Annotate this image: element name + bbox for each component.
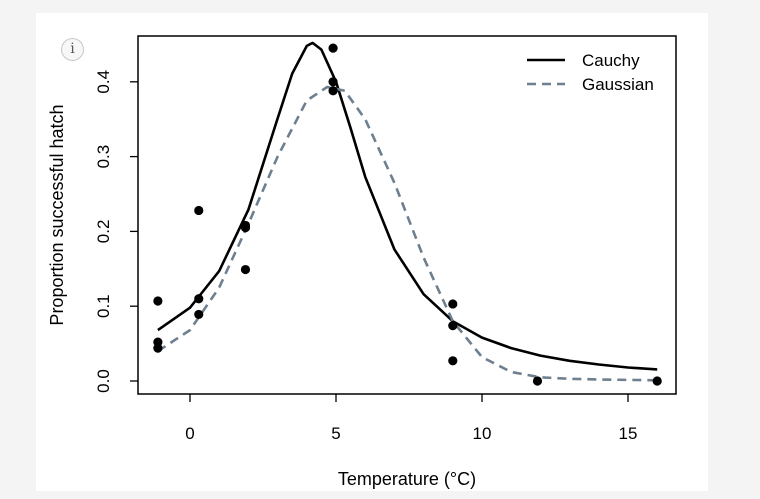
x-tick-label: 15	[619, 424, 638, 443]
legend-label-gaussian: Gaussian	[582, 75, 654, 94]
x-axis-label: Temperature (°C)	[338, 469, 476, 489]
x-tick-label: 10	[473, 424, 492, 443]
data-point	[448, 299, 458, 309]
y-axis: 0.0 0.1 0.2 0.3 0.4	[94, 70, 138, 393]
data-point	[194, 309, 204, 320]
data-point	[194, 294, 204, 304]
data-point	[194, 205, 204, 216]
x-axis: 0 5 10 15	[185, 394, 637, 443]
data-point	[328, 86, 338, 96]
curves	[157, 41, 658, 382]
data-point	[240, 223, 251, 233]
data-point	[532, 376, 543, 386]
data-points	[153, 43, 662, 386]
info-icon[interactable]: i	[61, 38, 84, 61]
legend-label-cauchy: Cauchy	[582, 51, 640, 70]
legend: Cauchy Gaussian	[527, 51, 654, 94]
y-tick-label: 0.4	[94, 70, 113, 94]
y-axis-label: Proportion successful hatch	[47, 104, 67, 325]
curve-cauchy	[157, 41, 658, 371]
data-point	[448, 321, 458, 331]
data-point	[240, 264, 251, 275]
y-tick-label: 0.0	[94, 369, 113, 393]
data-point	[328, 43, 338, 53]
y-tick-label: 0.3	[94, 145, 113, 169]
x-tick-label: 0	[185, 424, 194, 443]
y-tick-label: 0.1	[94, 294, 113, 318]
curve-gaussian	[157, 85, 658, 382]
plot-box	[137, 35, 677, 395]
data-point	[448, 356, 458, 366]
data-point	[153, 343, 163, 353]
data-point	[153, 296, 163, 306]
data-point	[652, 376, 662, 386]
x-tick-label: 5	[331, 424, 340, 443]
data-point	[328, 77, 338, 87]
chart-panel	[36, 13, 708, 491]
y-tick-label: 0.2	[94, 220, 113, 244]
